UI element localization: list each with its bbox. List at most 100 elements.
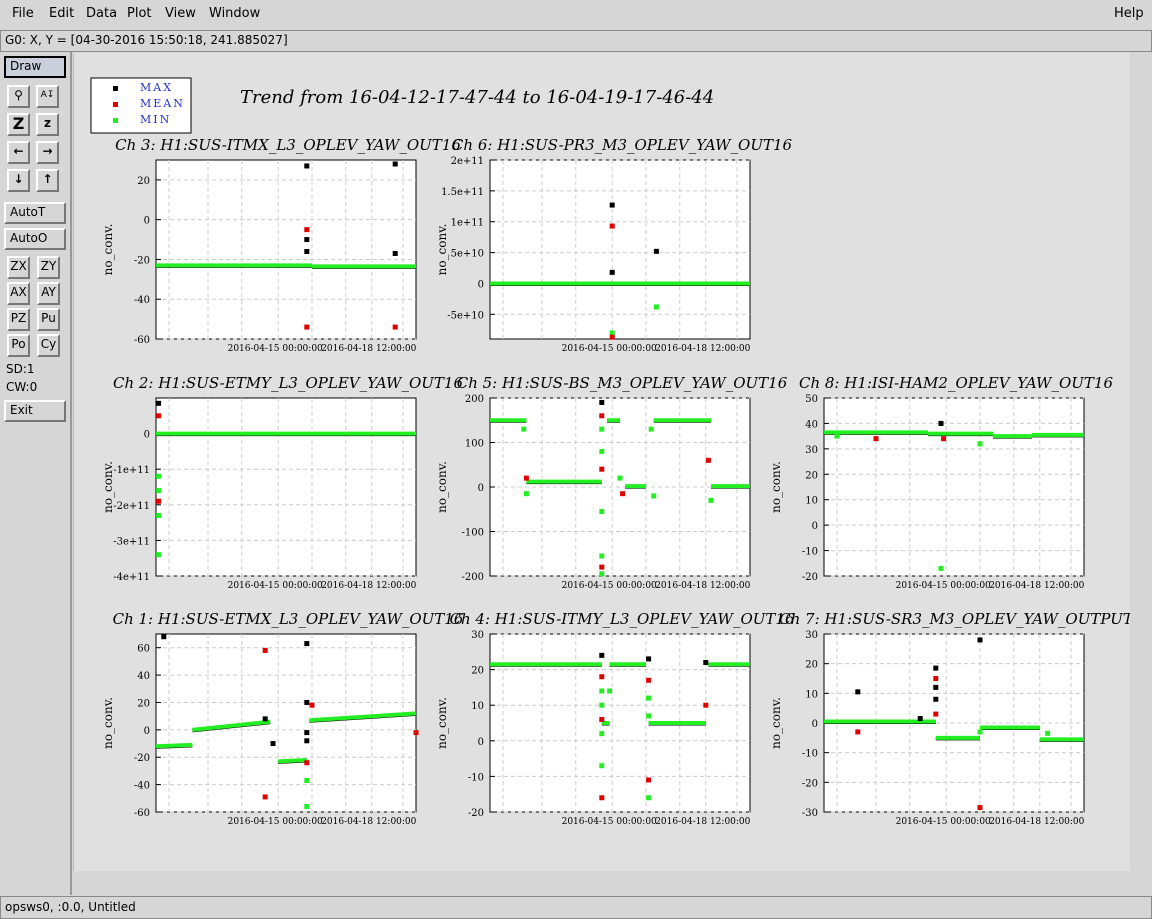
data-point xyxy=(270,741,276,747)
y-tick-label: -100 xyxy=(462,528,484,539)
legend-swatch-max xyxy=(113,86,118,91)
pan-down-button[interactable]: ↓ xyxy=(7,169,30,192)
x-tick-label: 2016-04-15 00:00:00 xyxy=(896,581,991,591)
x-tick-label: 2016-04-18 12:00:00 xyxy=(655,581,750,591)
chart-title: Ch 4: H1:SUS-ITMY_L3_OPLEV_YAW_OUT16 xyxy=(450,610,795,628)
zoom-small-button[interactable]: z xyxy=(36,113,59,136)
status-text: opsws0, :0.0, Untitled xyxy=(5,900,136,914)
data-point xyxy=(156,488,162,494)
menu-view[interactable]: View xyxy=(165,6,196,21)
y-tick-label: -10 xyxy=(802,749,818,760)
data-point xyxy=(834,433,840,439)
chart-panel-2: 2e+11 1.5e+11 1e+11 5e+10 0 -5e+10 2016-04-15 … xyxy=(435,136,793,354)
data-point xyxy=(599,652,605,658)
chart-panel-3: 0 -1e+11 -2e+11 -3e+11 -4e+11 2016-04-15 00:0… xyxy=(101,374,463,591)
y-tick-label: 10 xyxy=(805,496,818,507)
y-tick-label: 60 xyxy=(137,644,150,655)
main-title: Trend from 16-04-12-17-47-44 to 16-04-19… xyxy=(240,87,714,108)
chart-title: Ch 6: H1:SUS-PR3_M3_OPLEV_YAW_OUT16 xyxy=(452,136,793,154)
x-tick-label: 2016-04-15 00:00:00 xyxy=(896,817,991,827)
data-point xyxy=(599,716,605,722)
y-tick-label: 10 xyxy=(805,689,818,700)
ax-button[interactable]: AX xyxy=(7,282,30,305)
pan-right-button[interactable]: → xyxy=(36,141,59,164)
zx-button[interactable]: ZX xyxy=(7,256,30,279)
y-tick-label: -20 xyxy=(134,255,150,266)
zy-button[interactable]: ZY xyxy=(37,256,60,279)
exit-button[interactable]: Exit xyxy=(4,400,66,422)
data-point xyxy=(262,716,268,722)
y-tick-label: -10 xyxy=(468,772,484,783)
y-tick-label: 200 xyxy=(465,394,484,405)
cy-button[interactable]: Cy xyxy=(37,334,60,357)
y-tick-label: 40 xyxy=(137,671,150,682)
menu-file[interactable]: File xyxy=(12,6,34,21)
pan-left-button[interactable]: ← xyxy=(7,141,30,164)
chart-title: Ch 2: H1:SUS-ETMY_L3_OPLEV_YAW_OUT16 xyxy=(113,374,463,392)
plot-canvas[interactable]: MAX MEAN MIN Trend from 16-04-12-17-47-44 t… xyxy=(73,53,1134,871)
autoo-button[interactable]: AutoO xyxy=(4,228,66,250)
data-point xyxy=(156,413,162,419)
y-tick-label: 20 xyxy=(805,660,818,671)
zoom-in-icon: Z xyxy=(12,114,25,133)
coordinate-readout: G0: X, Y = [04-30-2016 15:50:18, 241.885… xyxy=(5,33,288,47)
chart-panel-5: 50 40 30 20 10 0 -10 -20 2016-04-15 00:00:002016… xyxy=(769,374,1113,591)
data-point xyxy=(599,674,605,680)
y-tick-label: 40 xyxy=(805,419,818,430)
pu-button[interactable]: Pu xyxy=(37,308,60,331)
chart-panel-8: 30 20 10 0 -10 -20 -30 2016-04-15 00:00:002016-… xyxy=(769,610,1134,827)
y-tick-label: 30 xyxy=(805,445,818,456)
po-button[interactable]: Po xyxy=(7,334,30,357)
chart-panel-7: 30 20 10 0 -10 -20 2016-04-15 00:00:002016-04-… xyxy=(435,610,795,827)
cw-readout: CW:0 xyxy=(6,380,38,394)
data-point xyxy=(873,436,879,442)
legend: MAX MEAN MIN xyxy=(90,77,192,134)
ay-button[interactable]: AY xyxy=(37,282,60,305)
chart-title: Ch 7: H1:SUS-SR3_M3_OPLEV_YAW_OUTPUT xyxy=(779,610,1130,628)
data-point xyxy=(651,493,657,499)
pan-up-button[interactable]: ↑ xyxy=(36,169,59,192)
data-point xyxy=(599,508,605,514)
pz-button[interactable]: PZ xyxy=(7,308,30,331)
menu-help[interactable]: Help xyxy=(1114,6,1144,21)
min-trend-line xyxy=(278,757,307,764)
data-point xyxy=(304,778,310,784)
magnify-tool-button[interactable]: ⚲ xyxy=(7,85,30,108)
data-point xyxy=(599,399,605,405)
y-tick-label: -60 xyxy=(134,808,150,819)
y-tick-label: 2e+11 xyxy=(451,156,484,167)
data-point xyxy=(938,420,944,426)
autot-button[interactable]: AutoT xyxy=(4,202,66,224)
data-point xyxy=(599,564,605,570)
zoom-big-button[interactable]: Z xyxy=(7,113,30,136)
sd-readout: SD:1 xyxy=(6,362,35,376)
menu-edit[interactable]: Edit xyxy=(49,6,75,21)
data-point xyxy=(392,161,398,167)
data-point xyxy=(599,413,605,419)
x-tick-label: 2016-04-15 00:00:00 xyxy=(562,344,657,354)
y-tick-label: 0 xyxy=(144,430,150,441)
x-tick-label: 2016-04-15 00:00:00 xyxy=(228,581,323,591)
zoom-out-icon: z xyxy=(44,116,51,130)
y-tick-label: 5e+10 xyxy=(451,249,484,260)
autoscale-tool-button[interactable]: A↧ xyxy=(36,85,59,108)
data-point xyxy=(609,202,615,208)
y-tick-label: 50 xyxy=(805,394,818,405)
menu-data[interactable]: Data xyxy=(86,6,118,21)
plot-area xyxy=(155,633,417,813)
min-trend-line xyxy=(192,719,271,732)
y-tick-label: -1e+11 xyxy=(113,465,150,476)
data-point xyxy=(304,237,310,243)
draw-button[interactable]: Draw xyxy=(4,56,66,78)
menu-plot[interactable]: Plot xyxy=(127,6,152,21)
plot-area xyxy=(155,397,417,577)
y-tick-label: 0 xyxy=(812,719,818,730)
y-axis-label: no_conv. xyxy=(101,461,115,513)
data-point xyxy=(156,512,162,518)
autoscale-icon: A↧ xyxy=(40,90,55,100)
data-point xyxy=(304,641,310,647)
menu-window[interactable]: Window xyxy=(209,6,261,21)
y-tick-label: -2e+11 xyxy=(113,501,150,512)
chart-title: Ch 3: H1:SUS-ITMX_L3_OPLEV_YAW_OUT16 xyxy=(115,136,461,154)
data-point xyxy=(607,688,613,694)
